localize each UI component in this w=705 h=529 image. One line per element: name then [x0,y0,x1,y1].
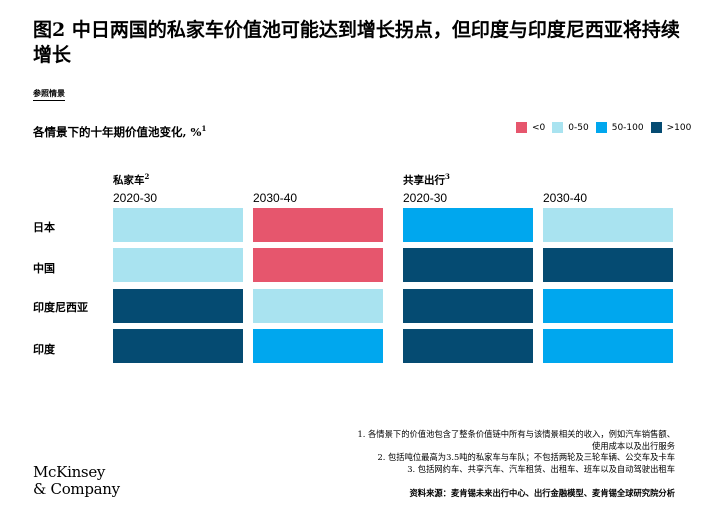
heatmap-cell-r1-c0 [113,248,243,282]
legend-swatch-low [552,122,564,133]
row-label-china: 中国 [33,262,55,275]
legend: <0 0-50 50-100 >100 [516,122,691,133]
heatmap-cell-r2-c2 [403,289,533,323]
footnote-1-cont: 使用成本以及出行服务 [592,440,675,451]
footnote-1: 1. 各情景下的价值池包含了整条价值链中所有与该情景相关的收入，例如汽车销售额、 [357,429,675,439]
legend-swatch-neg [516,122,527,133]
group-note-private-car: 2 [144,172,150,181]
period-label-private-2020-30: 2020-30 [113,191,158,205]
row-label-india: 印度 [33,343,55,356]
scenario-tag: 参照情景 [33,88,65,101]
heatmap-cell-r0-c2 [403,208,533,242]
legend-label-high: >100 [666,122,692,133]
legend-item-high: >100 [650,122,692,133]
group-label-private-car-text: 私家车 [113,174,145,187]
mckinsey-logo: McKinsey & Company [33,464,120,498]
legend-swatch-mid [595,122,607,133]
group-label-shared-mobility-text: 共享出行 [403,174,445,187]
chart-title-text: 各情景下的十年期价值池变化, % [33,125,202,139]
legend-label-low: 0-50 [568,122,589,133]
legend-swatch-high [650,122,662,133]
row-label-indonesia: 印度尼西亚 [33,301,88,314]
legend-item-mid: 50-100 [595,122,644,133]
source-note: 资料来源：麦肯锡未来出行中心、出行金融模型、麦肯锡全球研究院分析 [409,488,675,498]
heatmap-cell-r3-c0 [113,329,243,363]
logo-line-2: & Company [33,480,120,498]
heatmap-cell-r0-c0 [113,208,243,242]
legend-item-neg: <0 [516,122,545,133]
row-label-japan: 日本 [33,221,55,234]
heatmap-cell-r1-c3 [543,248,673,282]
heatmap-cell-r3-c3 [543,329,673,363]
legend-item-low: 0-50 [552,122,589,133]
heatmap-cell-r3-c1 [253,329,383,363]
heatmap-cell-r2-c0 [113,289,243,323]
footnote-3: 3. 包括网约车、共享汽车、汽车租赁、出租车、班车以及自动驾驶出租车 [407,463,675,474]
chart-title: 各情景下的十年期价值池变化, %1 [33,124,206,140]
group-label-shared-mobility: 共享出行3 [403,172,450,188]
period-label-private-2030-40: 2030-40 [253,191,298,205]
group-label-private-car: 私家车2 [113,172,149,188]
period-label-shared-2030-40: 2030-40 [543,191,588,205]
footnotes: 1. 各情景下的价值池包含了整条价值链中所有与该情景相关的收入，例如汽车销售额、… [255,429,675,475]
period-label-shared-2020-30: 2020-30 [403,191,448,205]
group-note-shared-mobility: 3 [445,172,450,181]
footnote-2: 2. 包括吨位最高为3.5吨的私家车与车队；不包括两轮及三轮车辆、公交车及卡车 [377,452,675,462]
heatmap-cell-r1-c1 [253,248,383,282]
chart-title-note: 1 [201,124,207,134]
logo-line-1: McKinsey [33,463,106,481]
legend-label-mid: 50-100 [611,122,644,133]
heatmap-cell-r2-c3 [543,289,673,323]
heatmap-cell-r0-c3 [543,208,673,242]
heatmap-cell-r1-c2 [403,248,533,282]
heatmap-cell-r0-c1 [253,208,383,242]
legend-label-neg: <0 [532,122,546,133]
heatmap-cell-r2-c1 [253,289,383,323]
heatmap-cell-r3-c2 [403,329,533,363]
page-title: 图2 中日两国的私家车价值池可能达到增长拐点，但印度与印度尼西亚将持续增长 [33,19,680,66]
